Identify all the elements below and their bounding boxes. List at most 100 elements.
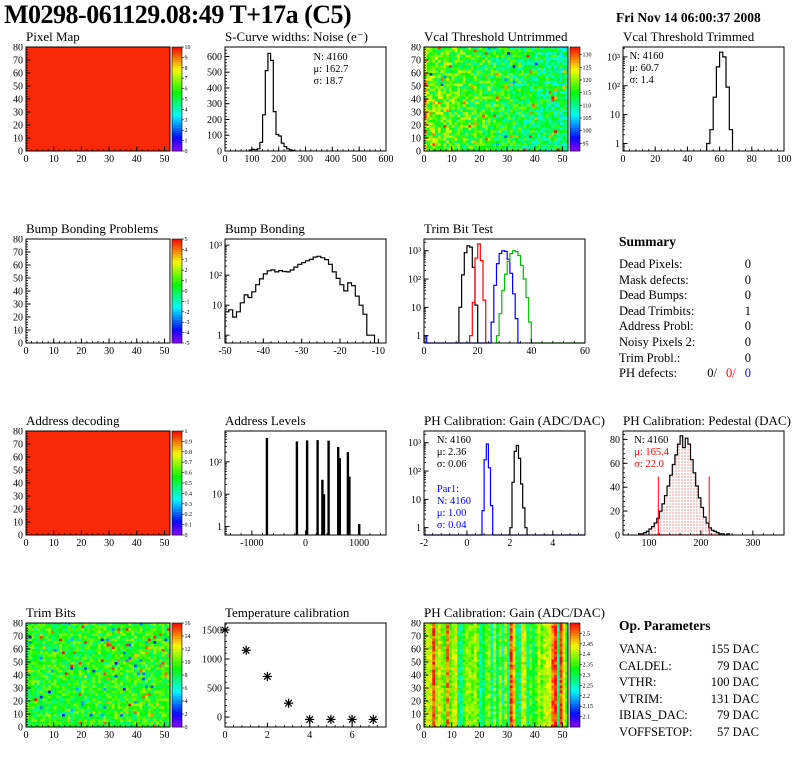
plot-title: Address decoding <box>26 413 120 428</box>
ph-defects-values: 0/0/0 <box>707 366 751 381</box>
plot-frame <box>25 238 171 344</box>
svg-text:30: 30 <box>104 154 114 165</box>
svg-text:20: 20 <box>411 121 421 132</box>
svg-text:σ: 0.06: σ: 0.06 <box>437 459 467 470</box>
heatmap-cells <box>26 431 170 535</box>
plot-frame <box>622 46 785 152</box>
summary-value: 0 <box>744 272 751 287</box>
svg-text:4: 4 <box>550 538 555 549</box>
svg-text:-20: -20 <box>333 346 346 357</box>
svg-text:μ: 162.7: μ: 162.7 <box>314 64 349 75</box>
colorbar: 0 0.1 0.2 0.3 0.4 0.5 0.6 0.7 0.8 0.9 1 <box>171 429 193 539</box>
svg-text:20: 20 <box>76 538 86 549</box>
summary-row: Dead Bumps: 0 <box>619 288 751 303</box>
svg-text:20: 20 <box>650 154 660 165</box>
svg-text:10: 10 <box>411 303 421 314</box>
svg-text:30: 30 <box>104 346 114 357</box>
svg-text:20: 20 <box>76 346 86 357</box>
hist-outline <box>424 443 585 536</box>
summary-value: 0 <box>744 257 751 271</box>
svg-text:80: 80 <box>13 236 23 246</box>
ph-gain-hist-plot: -2 0 2 4 1 10 10² 10³ N: 4160 μ: 2.36 σ: 0.06 Par1:… <box>398 428 597 564</box>
svg-text:60: 60 <box>411 69 421 80</box>
svg-text:σ: 0.04: σ: 0.04 <box>437 520 467 531</box>
plot-title: PH Calibration: Pedestal (DAC) <box>623 413 791 428</box>
scurve-noise-svg: 0 100 200 300 400 500 600 0 100 200 300 400 500 600 N:… <box>207 46 394 165</box>
plot-frame <box>224 622 387 728</box>
summary-row: Dead Pixels: 0 <box>619 257 751 271</box>
vcal-threshold-untrimmed-svg: 0 10 20 30 40 5001020304050607080951001051101… <box>411 44 592 165</box>
vcal-trimmed-panel: Vcal Threshold Trimmed 0 20 40 60 80 100 1 10 10… <box>597 30 796 222</box>
svg-text:600: 600 <box>379 154 394 165</box>
svg-text:0: 0 <box>621 154 626 165</box>
series <box>248 52 296 152</box>
plot-title: Pixel Map <box>26 29 80 44</box>
svg-text:-5: -5 <box>185 341 190 347</box>
svg-text:200: 200 <box>271 154 286 165</box>
svg-text:95: 95 <box>583 141 589 147</box>
svg-text:-1000: -1000 <box>240 538 263 549</box>
y-axis: 1 10 10² 10³ <box>209 241 230 343</box>
svg-text:7: 7 <box>185 76 188 82</box>
svg-text:0.6: 0.6 <box>185 471 193 477</box>
svg-text:300: 300 <box>745 538 760 549</box>
svg-text:0.4: 0.4 <box>185 491 193 497</box>
svg-text:0: 0 <box>416 147 421 158</box>
svg-text:40: 40 <box>13 95 23 106</box>
series <box>424 443 585 536</box>
plot-title: Trim Bits <box>26 605 76 620</box>
plot-title: Trim Bit Test <box>424 221 494 236</box>
svg-text:40: 40 <box>610 483 620 494</box>
svg-text:50: 50 <box>159 154 169 165</box>
svg-text:σ: 1.4: σ: 1.4 <box>629 75 654 86</box>
y-axis: 0 20 40 60 80 <box>610 434 628 542</box>
ph-pedestal-panel: PH Calibration: Pedestal (DAC) 100 200 300… <box>597 414 796 606</box>
svg-text:5: 5 <box>185 97 188 103</box>
page-title: M0298-061129.08:49 T+17a (C5) <box>4 0 352 29</box>
colorbar: 0 1 2 3 4 5 6 7 8 9 10 <box>171 45 191 155</box>
svg-text:60: 60 <box>715 154 725 165</box>
plot-title: Vcal Threshold Untrimmed <box>424 29 568 44</box>
y-axis: 0 10 20 30 40 50 60 70 80 <box>411 44 429 158</box>
svg-text:70: 70 <box>13 248 23 259</box>
svg-text:40: 40 <box>682 154 692 165</box>
svg-text:0: 0 <box>24 346 29 357</box>
svg-text:600: 600 <box>207 52 222 63</box>
svg-text:0: 0 <box>18 147 23 158</box>
svg-text:60: 60 <box>13 69 23 80</box>
svg-text:30: 30 <box>411 108 421 119</box>
svg-text:20: 20 <box>76 154 86 165</box>
svg-text:10: 10 <box>49 154 59 165</box>
svg-text:30: 30 <box>13 492 23 503</box>
svg-text:σ: 18.7: σ: 18.7 <box>314 76 344 87</box>
svg-text:50: 50 <box>13 274 23 285</box>
svg-text:-10: -10 <box>372 346 385 357</box>
summary-row: Trim Probl.: 0 <box>619 350 751 365</box>
svg-text:1: 1 <box>615 139 620 150</box>
hist-fill <box>638 435 730 535</box>
svg-text:70: 70 <box>13 440 23 451</box>
svg-text:10²: 10² <box>408 467 421 478</box>
plot-frame <box>423 430 586 536</box>
svg-text:125: 125 <box>583 65 592 71</box>
svg-text:50: 50 <box>13 466 23 477</box>
series <box>638 435 731 536</box>
scurve-noise-panel: S-Curve widths: Noise (e⁻) 0 100 200 300 400… <box>199 30 398 222</box>
svg-text:80: 80 <box>747 154 757 165</box>
x-axis: -2 0 2 4 <box>420 530 579 549</box>
svg-text:5: 5 <box>185 237 188 243</box>
svg-text:0.5: 0.5 <box>185 481 193 487</box>
plot-title: Vcal Threshold Trimmed <box>623 29 755 44</box>
x-axis: -50 -40 -30 -20 -10 <box>218 338 387 357</box>
temperature-calibration-panel: Temperature calibration 0 2 4 6 0 500 1000 1500 <box>199 606 398 772</box>
svg-text:30: 30 <box>502 154 512 165</box>
x-axis: 0 10 20 30 40 50 <box>24 530 171 549</box>
summary-title: Summary <box>619 234 676 249</box>
trim-bits-panel: Trim Bits 0 10 20 30 40 50 0 10 20 30 40 50 60 70 80 0 2… <box>0 606 199 772</box>
x-axis: 0 10 20 30 40 50 <box>422 722 569 741</box>
